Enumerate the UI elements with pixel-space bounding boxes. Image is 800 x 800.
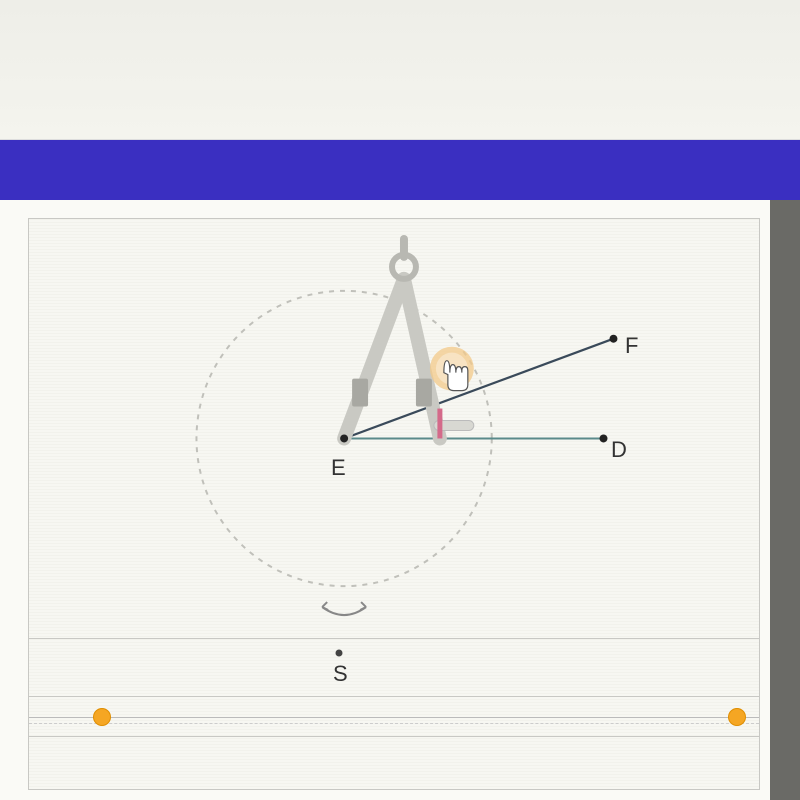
point-label-s: S — [333, 661, 348, 687]
right-sidebar — [770, 200, 800, 800]
point-label-d: D — [611, 437, 627, 463]
construction-svg — [29, 219, 759, 638]
header-bar — [0, 140, 800, 200]
s-panel-svg — [29, 639, 759, 696]
slider-track[interactable] — [29, 717, 759, 718]
diagram-panel[interactable]: E D F — [29, 219, 759, 639]
slider-handle-left[interactable] — [93, 708, 111, 726]
canvas-frame: E D F S — [28, 218, 760, 790]
slider-panel — [29, 697, 759, 737]
top-spacer — [0, 0, 800, 140]
page-root: E D F S — [0, 0, 800, 800]
slider-track-sub — [29, 723, 759, 724]
point-label-e: E — [331, 455, 346, 481]
main-area: E D F S — [0, 200, 800, 800]
point-label-f: F — [625, 333, 638, 359]
slider-handle-right[interactable] — [728, 708, 746, 726]
canvas-wrap: E D F S — [0, 200, 770, 800]
s-panel: S — [29, 639, 759, 697]
